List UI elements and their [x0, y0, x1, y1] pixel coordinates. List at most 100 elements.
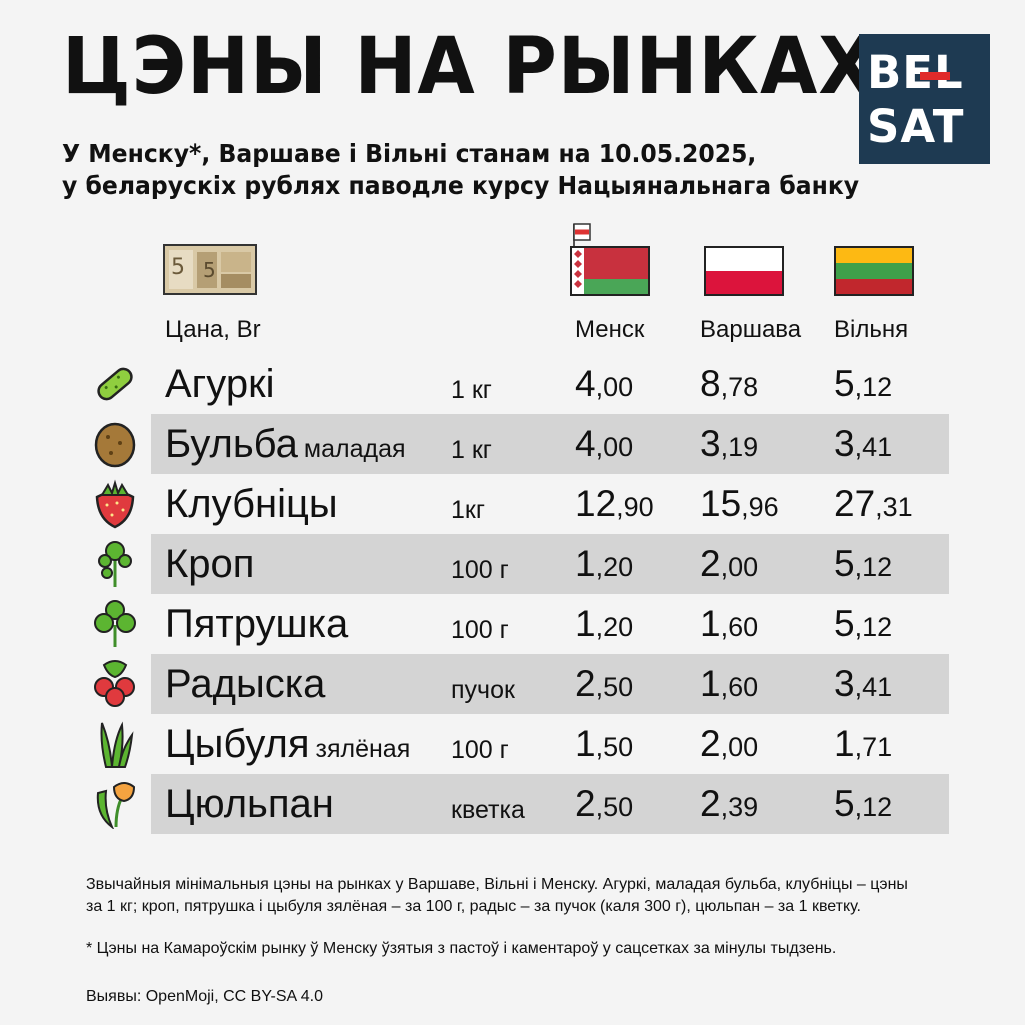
price-whole: 1: [575, 603, 596, 644]
price-decimal: ,90: [616, 492, 654, 522]
potato-icon: [92, 419, 138, 469]
green-onion-icon: [92, 719, 138, 769]
product-unit: пучок: [451, 676, 515, 704]
lithuania-flag-icon: [834, 246, 914, 296]
footnote: * Цэны на Камароўскім рынку ў Менску ўзя…: [86, 940, 837, 957]
product-unit: 100 г: [451, 556, 509, 584]
image-credits: Выявы: OpenMoji, CC BY-SA 4.0: [86, 988, 323, 1005]
product-unit: кветка: [451, 796, 525, 824]
logo-accent-bar: [920, 72, 950, 80]
price-whole: 4: [575, 363, 596, 404]
price-whole: 2: [700, 783, 721, 824]
price-cell-vilnius: 27,31: [834, 474, 913, 537]
price-cell-vilnius: 5,12: [834, 354, 892, 417]
price-cell-minsk: 12,90: [575, 474, 654, 537]
price-cell-minsk: 1,50: [575, 714, 633, 777]
belsat-logo: BEL SAT: [859, 34, 990, 164]
poland-flag-icon: [704, 246, 784, 296]
price-whole: 1: [700, 603, 721, 644]
price-cell-minsk: 2,50: [575, 774, 633, 837]
page-title: ЦЭНЫ НА РЫНКАХ: [62, 22, 877, 112]
price-cell-vilnius: 3,41: [834, 414, 892, 477]
price-decimal: ,60: [720, 672, 759, 702]
price-whole: 5: [834, 603, 855, 644]
price-whole: 2: [575, 783, 596, 824]
product-name-main: Радыска: [165, 662, 326, 706]
product-name: Радыска: [165, 654, 325, 714]
price-decimal: ,50: [595, 732, 634, 762]
price-whole: 2: [575, 663, 596, 704]
price-cell-vilnius: 5,12: [834, 774, 892, 837]
svg-text:5: 5: [203, 258, 216, 282]
product-unit: 1 кг: [451, 436, 492, 464]
price-cell-warsaw: 1,60: [700, 594, 758, 657]
table-row: [151, 654, 949, 714]
subtitle-line-2: у беларускіх рублях паводле курсу Нацыян…: [62, 171, 860, 200]
price-decimal: ,96: [741, 492, 779, 522]
price-whole: 27: [834, 483, 876, 524]
price-whole: 3: [834, 423, 855, 464]
price-cell-vilnius: 5,12: [834, 534, 892, 597]
price-whole: 8: [700, 363, 721, 404]
price-whole: 1: [834, 723, 855, 764]
banknote-icon: 5 5: [163, 244, 257, 295]
price-whole: 2: [700, 543, 721, 584]
price-decimal: ,39: [720, 792, 759, 822]
price-cell-minsk: 4,00: [575, 414, 633, 477]
product-name: Клубніцы: [165, 474, 338, 534]
price-decimal: ,00: [595, 372, 634, 402]
strawberry-icon: [92, 479, 138, 529]
price-whole: 12: [575, 483, 617, 524]
price-cell-warsaw: 3,19: [700, 414, 758, 477]
notes-line-1: Звычайныя мінімальныя цэны на рынках у В…: [86, 876, 908, 893]
product-unit: 1 кг: [451, 376, 492, 404]
price-whole: 2: [700, 723, 721, 764]
cucumber-icon: [92, 359, 138, 409]
product-unit: 100 г: [451, 736, 509, 764]
product-name: Цыбуля зялёная: [165, 714, 410, 779]
price-decimal: ,71: [854, 732, 893, 762]
price-cell-warsaw: 15,96: [700, 474, 779, 537]
price-cell-minsk: 4,00: [575, 354, 633, 417]
price-whole: 5: [834, 783, 855, 824]
price-cell-vilnius: 5,12: [834, 594, 892, 657]
product-name-main: Цыбуля: [165, 722, 310, 766]
radish-icon: [92, 659, 138, 709]
product-name: Бульба маладая: [165, 414, 406, 479]
price-whole: 1: [575, 723, 596, 764]
column-header-vilnius: Вільня: [834, 316, 909, 343]
product-name-main: Пятрушка: [165, 602, 349, 646]
price-decimal: ,41: [854, 672, 893, 702]
price-cell-vilnius: 1,71: [834, 714, 892, 777]
price-label: Цана, Br: [165, 316, 261, 343]
subtitle: У Менску*, Варшаве і Вільні станам на 10…: [62, 138, 859, 202]
product-unit: 100 г: [451, 616, 509, 644]
product-name-main: Кроп: [165, 542, 255, 586]
price-decimal: ,41: [854, 432, 893, 462]
price-cell-minsk: 2,50: [575, 654, 633, 717]
price-whole: 3: [700, 423, 721, 464]
price-whole: 3: [834, 663, 855, 704]
price-decimal: ,12: [854, 792, 893, 822]
belarus-flag-icon: [570, 246, 650, 296]
table-row: [151, 774, 949, 834]
logo-line-2: SAT: [867, 100, 965, 153]
price-cell-warsaw: 2,39: [700, 774, 758, 837]
price-whole: 1: [700, 663, 721, 704]
price-cell-minsk: 1,20: [575, 534, 633, 597]
product-unit: 1кг: [451, 496, 485, 524]
price-decimal: ,20: [595, 612, 634, 642]
price-cell-warsaw: 1,60: [700, 654, 758, 717]
product-name: Агуркі: [165, 354, 274, 414]
price-decimal: ,00: [595, 432, 634, 462]
table-row: [151, 534, 949, 594]
price-whole: 5: [834, 543, 855, 584]
price-decimal: ,19: [720, 432, 759, 462]
price-decimal: ,12: [854, 552, 893, 582]
price-decimal: ,31: [875, 492, 913, 522]
product-name-main: Цюльпан: [165, 782, 334, 826]
price-cell-warsaw: 2,00: [700, 714, 758, 777]
price-decimal: ,20: [595, 552, 634, 582]
price-whole: 4: [575, 423, 596, 464]
column-header-minsk: Менск: [575, 316, 645, 343]
